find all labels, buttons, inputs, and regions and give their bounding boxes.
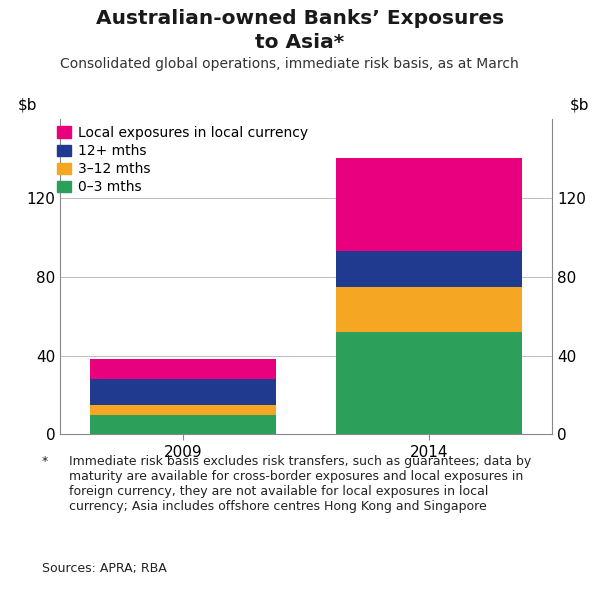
Legend: Local exposures in local currency, 12+ mths, 3–12 mths, 0–3 mths: Local exposures in local currency, 12+ m…: [57, 126, 308, 195]
Text: Immediate risk basis excludes risk transfers, such as guarantees; data by
maturi: Immediate risk basis excludes risk trans…: [69, 455, 531, 513]
Bar: [335, 287, 523, 332]
Bar: [89, 379, 277, 405]
Text: Consolidated global operations, immediate risk basis, as at March: Consolidated global operations, immediat…: [60, 57, 519, 71]
Bar: [89, 415, 277, 434]
Bar: [335, 158, 523, 251]
Text: $b: $b: [18, 98, 38, 112]
Text: *: *: [42, 455, 48, 468]
Bar: [335, 251, 523, 287]
Text: $b: $b: [569, 98, 589, 112]
Bar: [89, 359, 277, 379]
Bar: [335, 332, 523, 434]
Text: Sources: APRA; RBA: Sources: APRA; RBA: [42, 562, 167, 575]
Text: Australian-owned Banks’ Exposures: Australian-owned Banks’ Exposures: [96, 9, 504, 28]
Bar: [89, 405, 277, 415]
Text: to Asia*: to Asia*: [256, 33, 344, 52]
